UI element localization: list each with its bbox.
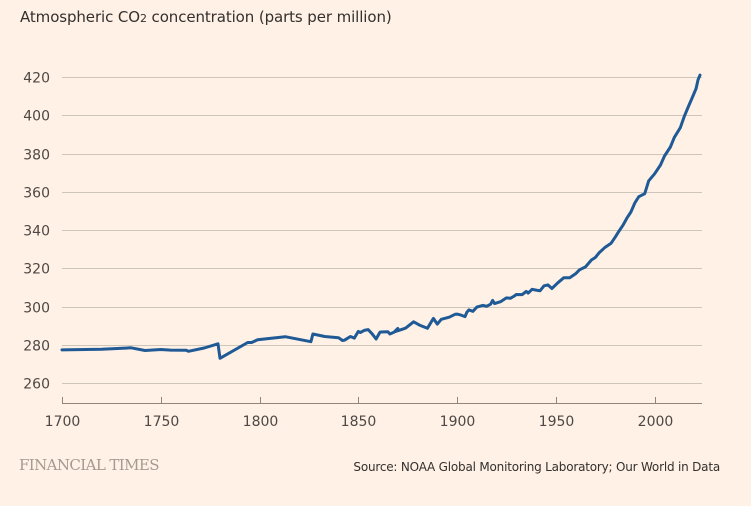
series-line-co2 bbox=[60, 73, 702, 360]
brand-logo: FINANCIAL TIMES bbox=[19, 456, 160, 474]
x-axis: 1700 1750 1800 1850 1900 1950 2000 bbox=[45, 397, 702, 430]
chart-canvas: 260 280 300 320 340 360 380 400 420 1700 1750 1800… bbox=[23, 71, 702, 430]
y-tick-label: 380 bbox=[23, 148, 50, 164]
x-tick-label: 1900 bbox=[440, 414, 476, 430]
x-tick-label: 2000 bbox=[638, 414, 674, 430]
x-tick-label: 1700 bbox=[45, 414, 81, 430]
y-tick-label: 340 bbox=[23, 224, 50, 240]
x-tick-label: 1750 bbox=[144, 414, 180, 430]
x-tick-label: 1800 bbox=[243, 414, 279, 430]
x-tick-label: 1950 bbox=[539, 414, 575, 430]
y-tick-label: 420 bbox=[23, 71, 50, 87]
chart-title: Atmospheric CO2 concentration (parts per… bbox=[20, 8, 392, 26]
y-tick-label: 360 bbox=[23, 186, 50, 202]
y-tick-label: 280 bbox=[23, 339, 50, 355]
source-note: Source: NOAA Global Monitoring Laborator… bbox=[353, 460, 720, 474]
y-tick-label: 400 bbox=[23, 109, 50, 125]
y-tick-label: 300 bbox=[23, 301, 50, 317]
y-tick-label: 320 bbox=[23, 262, 50, 278]
gridlines bbox=[62, 77, 702, 384]
y-tick-label: 260 bbox=[23, 377, 50, 393]
x-tick-label: 1850 bbox=[341, 414, 377, 430]
series-group bbox=[60, 73, 702, 360]
y-axis-labels: 260 280 300 320 340 360 380 400 420 bbox=[23, 71, 50, 393]
